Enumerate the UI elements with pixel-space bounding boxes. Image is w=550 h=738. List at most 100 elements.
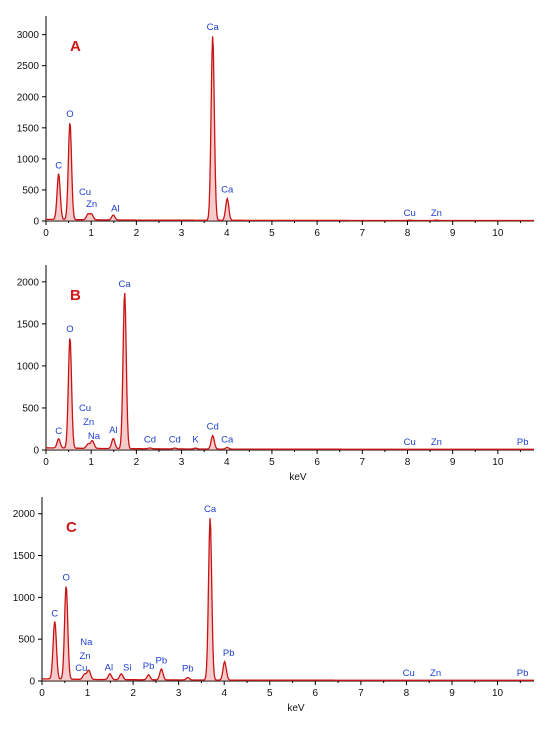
panel-c-peak-label-cu: Cu [403,668,415,679]
panel-c-y-tick-label: 1500 [13,551,36,562]
panel-b-x-tick-label: 8 [405,457,411,468]
panel-a-x-tick-label: 8 [405,228,411,239]
panel-a-x-tick-label: 4 [224,228,230,239]
panel-b-x-tick-label: 1 [88,457,94,468]
panel-c-x-tick-label: 1 [85,688,91,699]
panel-a-x-tick-label: 7 [360,228,366,239]
panel-b-peak-label-zn: Zn [83,417,94,428]
panel-c-letter: C [66,519,77,536]
panel-c-spectrum-line [42,518,534,681]
panel-b-peak-label-ca: Ca [119,279,132,290]
panel-a-x-tick-label: 0 [43,228,49,239]
panel-a-x-tick-label: 6 [314,228,320,239]
panel-b-peak-label-cd: Cd [144,434,156,445]
panel-a-spectrum-line [46,36,534,222]
panel-b-spectrum-fill [46,293,534,450]
panel-a-x-tick-label: 10 [492,228,504,239]
panel-b-peak-label-cu: Cu [79,403,91,414]
panel-a-y-tick-label: 500 [22,185,39,196]
panel-c-peak-label-ca: Ca [204,504,217,515]
panel-a-x-tick-label: 5 [269,228,275,239]
panel-b-peak-label-pb: Pb [517,437,529,448]
panel-a-peak-label-ca: Ca [207,22,220,33]
panel-a-x-tick-label: 9 [450,228,456,239]
panel-c-x-tick-label: 6 [313,688,319,699]
panel-c-x-axis-title: keV [287,703,305,714]
panel-c-x-tick-label: 0 [39,688,45,699]
panel-b-peak-label-c: C [55,426,62,437]
panel-b-peak-label-cu: Cu [404,437,416,448]
panel-b-peak-label-ca: Ca [221,434,234,445]
panel-c-spectrum-fill [42,518,534,681]
panel-c-peak-label-pb: Pb [223,648,235,659]
panel-b-peak-label-zn: Zn [431,437,442,448]
panel-c-peak-label-al: Al [105,662,113,673]
panel-b-x-axis-title: keV [289,472,307,483]
panel-b-y-tick-label: 2000 [17,277,40,288]
panel-b-spectrum-line [46,292,534,450]
panel-c-x-tick-label: 2 [130,688,136,699]
panel-a-y-tick-label: 2500 [17,61,40,72]
panel-c-peak-label-pb: Pb [156,655,168,666]
panel-c-x-tick-label: 5 [267,688,273,699]
panel-a-peak-label-al: Al [111,203,119,214]
panel-a-peak-label-cu: Cu [79,187,91,198]
panel-c-y-tick-label: 1000 [13,593,36,604]
panel-c-y-tick-label: 0 [29,677,35,688]
panel-a-peak-label-zn: Zn [86,199,97,210]
panel-b-x-tick-label: 10 [492,457,504,468]
panel-b-peak-label-cd: Cd [169,434,181,445]
panel-a-x-tick-label: 1 [88,228,94,239]
panel-a-y-tick-label: 3000 [17,30,40,41]
panel-a-peak-label-o: O [66,109,73,120]
panel-b-peak-label-al: Al [109,425,117,436]
panel-c-peak-label-pb: Pb [143,661,155,672]
panel-c-x-tick-label: 10 [492,688,504,699]
panel-c-peak-label-pb: Pb [182,664,194,675]
panel-b-peak-label-o: O [66,324,73,335]
panel-a-y-tick-label: 1500 [17,123,40,134]
panel-a-peak-label-zn: Zn [431,208,442,219]
panel-c-peak-label-cu: Cu [75,663,87,674]
panel-b-peak-label-k: K [192,434,199,445]
panel-c-y-tick-label: 500 [18,635,35,646]
panel-b-x-tick-label: 9 [450,457,456,468]
panel-a-y-tick-label: 0 [33,217,39,228]
panel-c-x-tick-label: 3 [176,688,182,699]
panel-c-y-tick-label: 2000 [13,509,36,520]
panel-c-x-tick-label: 9 [449,688,455,699]
panel-b-x-tick-label: 5 [269,457,275,468]
panel-a-letter: A [70,38,81,55]
panel-a-peak-label-ca: Ca [221,185,234,196]
panel-c-peak-label-o: O [62,572,69,583]
panel-b-y-tick-label: 1500 [17,319,40,330]
panel-b-y-tick-label: 500 [22,403,39,414]
panel-b-x-tick-label: 4 [224,457,230,468]
panel-b-y-tick-label: 1000 [17,361,40,372]
panel-c-peak-label-si: Si [123,662,131,673]
panel-c-peak-label-zn: Zn [79,651,90,662]
panel-c-x-tick-label: 7 [358,688,364,699]
panel-a-x-tick-label: 3 [179,228,185,239]
panel-b-x-tick-label: 6 [314,457,320,468]
panel-c-peak-label-na: Na [80,637,93,648]
panel-b-y-tick-label: 0 [33,446,39,457]
panel-c-x-tick-label: 4 [221,688,227,699]
panel-c-x-tick-label: 8 [404,688,410,699]
panel-b-peak-label-cd: Cd [207,422,219,433]
panel-a-peak-label-c: C [55,160,62,171]
panel-c-peak-label-zn: Zn [430,668,441,679]
panel-a-y-tick-label: 1000 [17,154,40,165]
panel-c-peak-label-c: C [51,608,58,619]
panel-b-letter: B [70,287,81,304]
panel-a-peak-label-cu: Cu [404,208,416,219]
panel-b-peak-label-na: Na [88,431,101,442]
panel-b-x-tick-label: 3 [179,457,185,468]
panel-c-peak-label-pb: Pb [517,668,529,679]
panel-b-x-tick-label: 2 [134,457,140,468]
panel-b-x-tick-label: 7 [360,457,366,468]
panel-a-y-tick-label: 2000 [17,92,40,103]
panel-a-x-tick-label: 2 [134,228,140,239]
